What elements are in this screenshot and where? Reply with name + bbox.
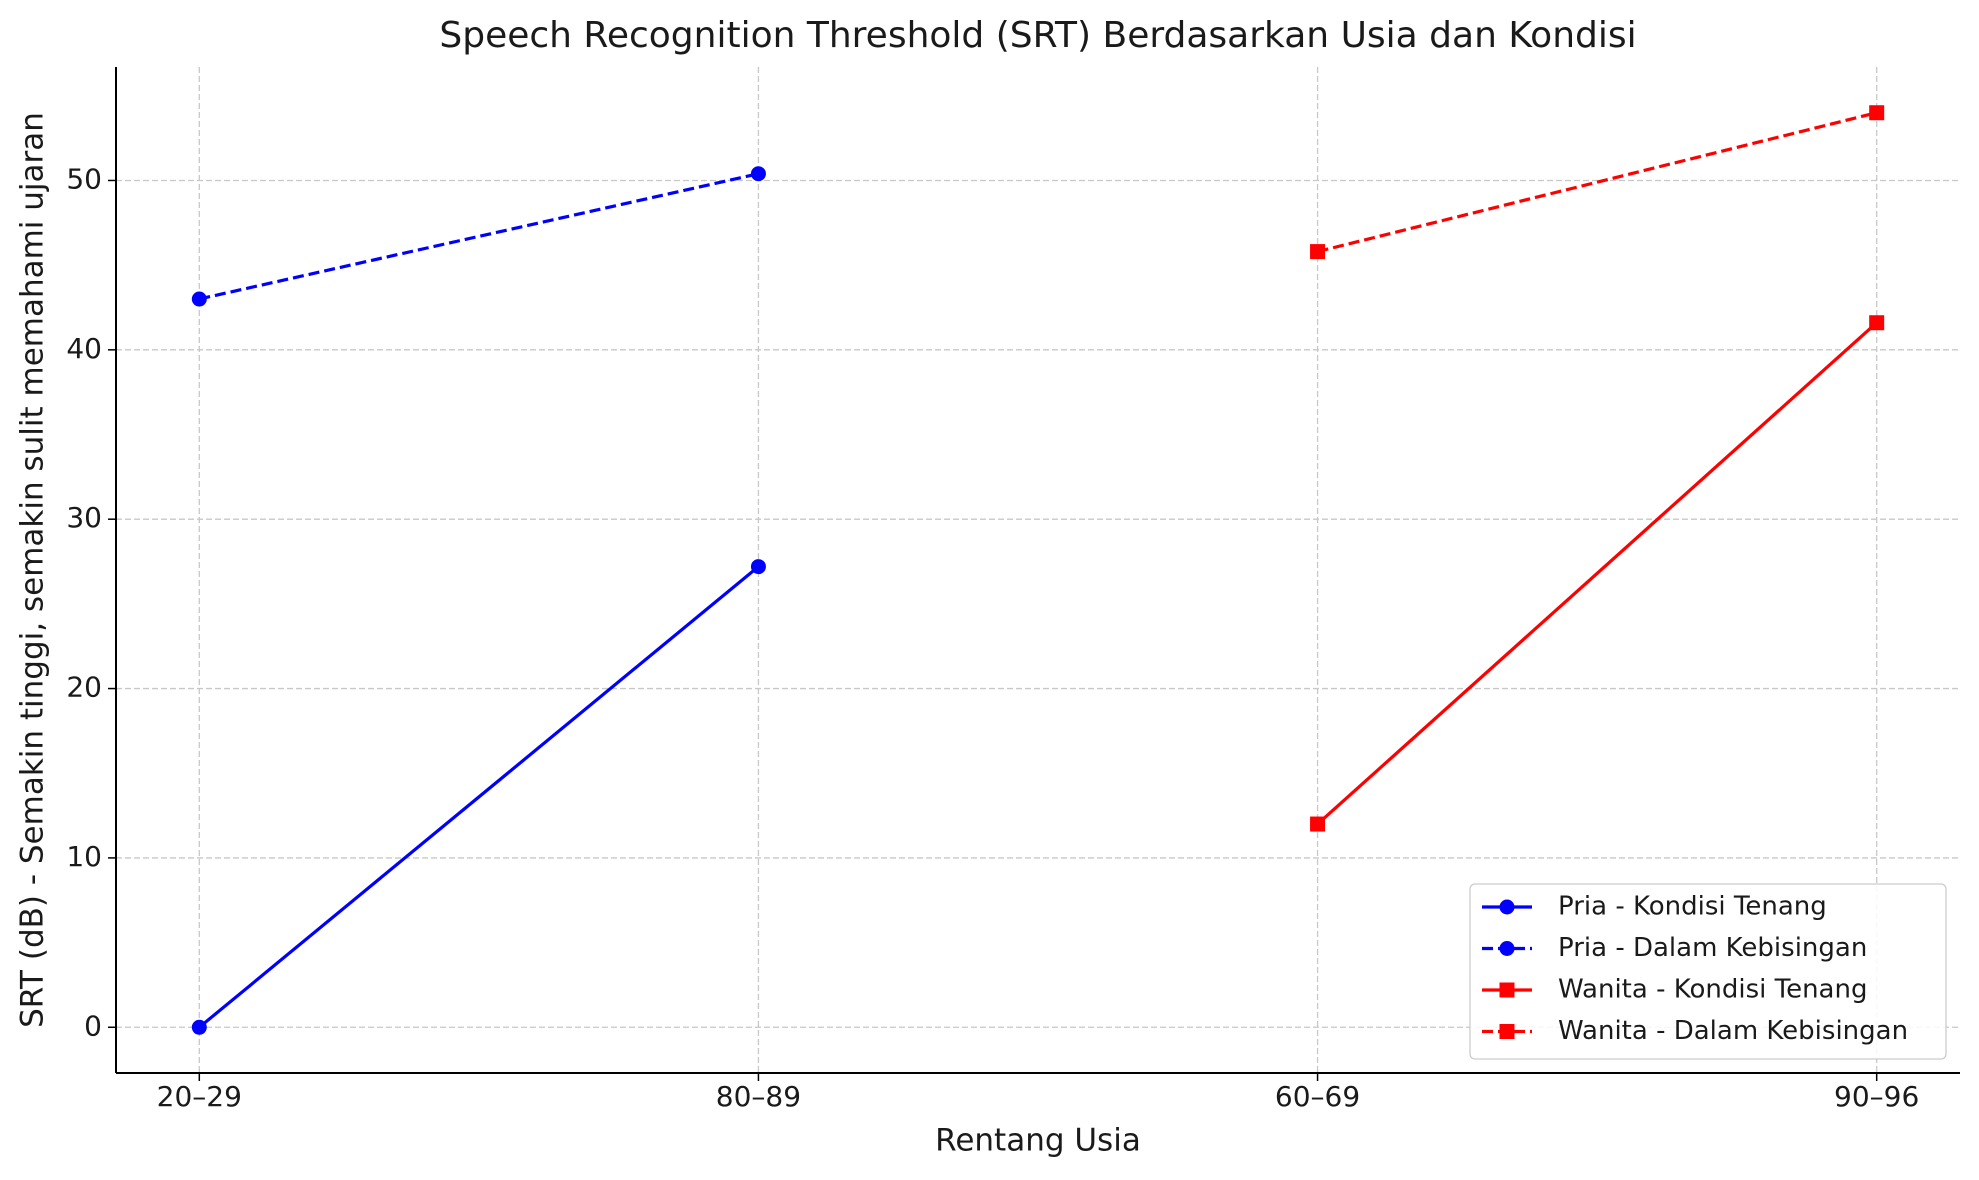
marker bbox=[1310, 244, 1326, 260]
legend: Pria - Kondisi Tenang Pria - Dalam Kebisi… bbox=[1469, 883, 1947, 1060]
y-tick-label: 50 bbox=[66, 162, 102, 195]
marker bbox=[1499, 1024, 1515, 1039]
marker bbox=[750, 166, 766, 182]
marker bbox=[1869, 105, 1885, 121]
legend-box bbox=[1469, 883, 1947, 1060]
y-tick-label: 0 bbox=[84, 1009, 102, 1042]
series-line bbox=[1316, 321, 1878, 826]
legend-label: Pria - Kondisi Tenang bbox=[1558, 892, 1827, 922]
y-tick-label: 30 bbox=[66, 501, 102, 534]
marker bbox=[750, 559, 766, 575]
series-line bbox=[198, 172, 759, 301]
marker bbox=[1499, 899, 1515, 915]
legend-label: Wanita - Kondisi Tenang bbox=[1558, 975, 1867, 1005]
legend-label: Wanita - Dalam Kebisingan bbox=[1558, 1016, 1908, 1046]
y-tick-label: 20 bbox=[66, 671, 102, 704]
y-axis-label: SRT (dB) - Semakin tinggi, semakin sulit… bbox=[15, 112, 51, 1028]
x-tick-label: 80–89 bbox=[716, 1080, 801, 1113]
marker bbox=[1499, 941, 1515, 956]
chart-title: Speech Recognition Threshold (SRT) Berda… bbox=[439, 15, 1636, 56]
x-tick-label: 90–96 bbox=[1834, 1080, 1919, 1113]
legend-label: Pria - Dalam Kebisingan bbox=[1558, 933, 1867, 963]
y-tick-label: 10 bbox=[66, 840, 102, 873]
marker bbox=[1499, 982, 1515, 998]
series-line bbox=[198, 565, 760, 1029]
marker bbox=[1869, 315, 1885, 331]
y-tick-label: 40 bbox=[66, 332, 102, 365]
marker bbox=[1310, 816, 1326, 832]
marker bbox=[191, 291, 207, 307]
marker bbox=[191, 1019, 207, 1035]
grid bbox=[116, 67, 1960, 1073]
series-line bbox=[1317, 111, 1878, 254]
x-tick-label: 20–29 bbox=[157, 1080, 242, 1113]
x-tick-label: 60–69 bbox=[1275, 1080, 1360, 1113]
x-axis-label: Rentang Usia bbox=[935, 1123, 1141, 1159]
